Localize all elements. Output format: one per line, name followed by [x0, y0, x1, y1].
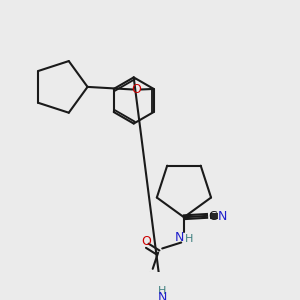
Text: N: N [158, 291, 167, 300]
Text: N: N [175, 231, 184, 244]
Text: O: O [131, 83, 141, 96]
Text: H: H [184, 234, 193, 244]
Text: O: O [141, 235, 151, 248]
Text: N: N [217, 210, 227, 223]
Text: H: H [158, 286, 166, 296]
Text: C: C [208, 210, 217, 223]
